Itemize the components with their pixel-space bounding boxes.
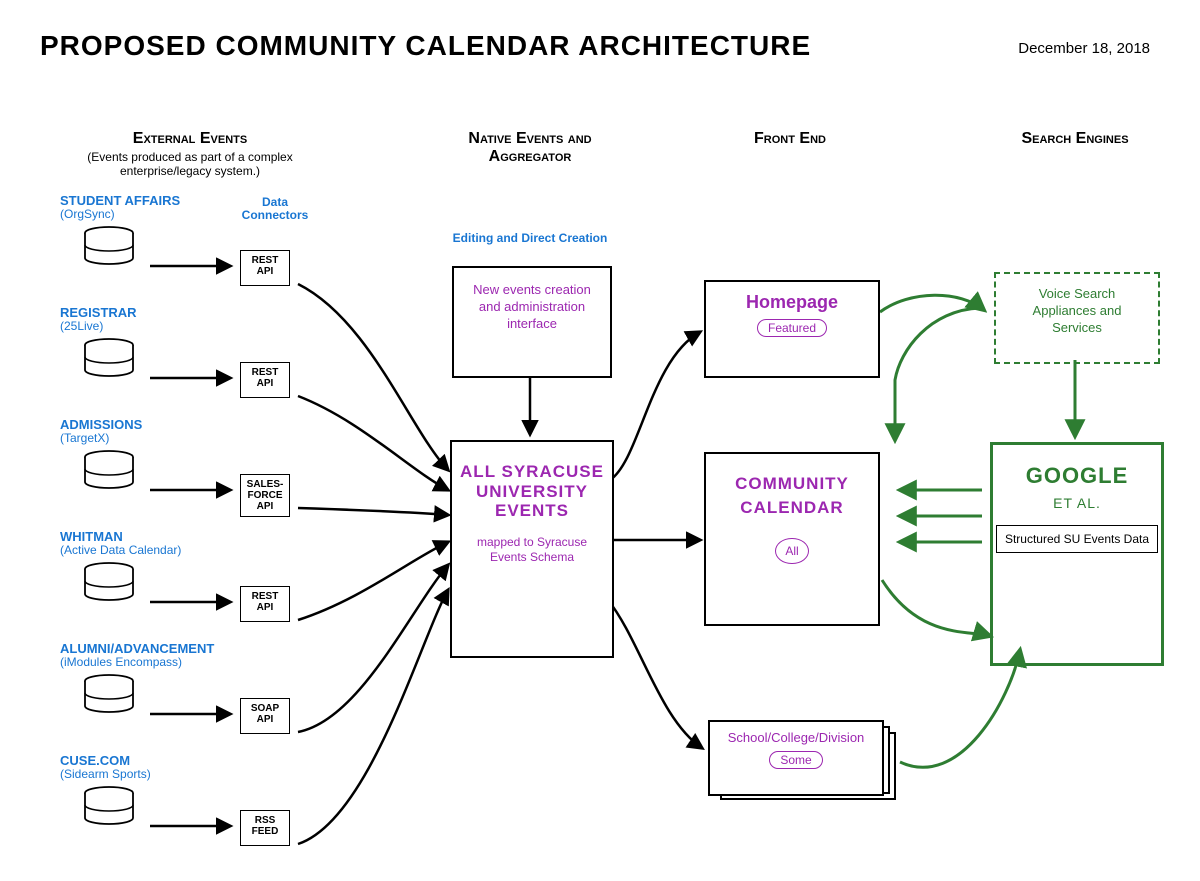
api-connector-box: REST API (240, 250, 290, 286)
api-connector-box: SOAP API (240, 698, 290, 734)
aggregator-sub: mapped to Syracuse Events Schema (452, 535, 612, 566)
api-connector-box: RSS FEED (240, 810, 290, 846)
google-inner: Structured SU Events Data (996, 525, 1158, 553)
database-icon (82, 450, 132, 488)
aggregator-box: ALL SYRACUSE UNIVERSITY EVENTS mapped to… (450, 440, 614, 658)
source-label: WHITMAN(Active Data Calendar) (60, 530, 240, 557)
google-box: GOOGLE ET AL. Structured SU Events Data (990, 442, 1164, 666)
homepage-box: Homepage Featured (704, 280, 880, 378)
source-label: STUDENT AFFAIRS(OrgSync) (60, 194, 240, 221)
voice-text: Voice Search Appliances and Services (996, 286, 1158, 337)
editing-label: Editing and Direct Creation (450, 232, 610, 245)
division-box: School/College/Division Some (708, 720, 884, 796)
aggregator-title: ALL SYRACUSE UNIVERSITY EVENTS (452, 462, 612, 521)
source-label: CUSE.COM(Sidearm Sports) (60, 754, 240, 781)
database-icon (82, 338, 132, 376)
source-label: ALUMNI/ADVANCEMENT(iModules Encompass) (60, 642, 240, 669)
community-box: COMMUNITY CALENDAR All (704, 452, 880, 626)
community-pill: All (775, 538, 808, 564)
api-connector-box: REST API (240, 586, 290, 622)
google-title: GOOGLE (993, 463, 1161, 489)
api-connector-box: REST API (240, 362, 290, 398)
source-label: ADMISSIONS(TargetX) (60, 418, 240, 445)
editor-box: New events creation and administration i… (452, 266, 612, 378)
google-sub: ET AL. (993, 495, 1161, 511)
voice-box: Voice Search Appliances and Services (994, 272, 1160, 364)
database-icon (82, 562, 132, 600)
community-title: COMMUNITY CALENDAR (706, 472, 878, 520)
api-connector-box: SALES-FORCE API (240, 474, 290, 517)
homepage-pill: Featured (757, 319, 827, 337)
source-label: REGISTRAR(25Live) (60, 306, 240, 333)
homepage-title: Homepage (706, 292, 878, 313)
database-icon (82, 674, 132, 712)
database-icon (82, 226, 132, 264)
database-icon (82, 786, 132, 824)
division-pill: Some (769, 751, 822, 769)
division-title: School/College/Division (710, 730, 882, 745)
editor-text: New events creation and administration i… (454, 282, 610, 333)
